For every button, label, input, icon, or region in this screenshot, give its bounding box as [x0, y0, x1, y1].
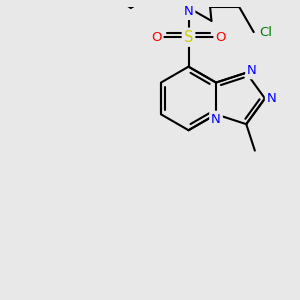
Text: Cl: Cl [259, 26, 272, 39]
Text: N: N [267, 92, 277, 105]
Text: O: O [215, 31, 226, 44]
Text: N: N [184, 5, 194, 18]
Text: S: S [184, 30, 193, 45]
Text: N: N [247, 64, 257, 77]
Text: O: O [151, 31, 161, 44]
Text: N: N [211, 112, 221, 126]
